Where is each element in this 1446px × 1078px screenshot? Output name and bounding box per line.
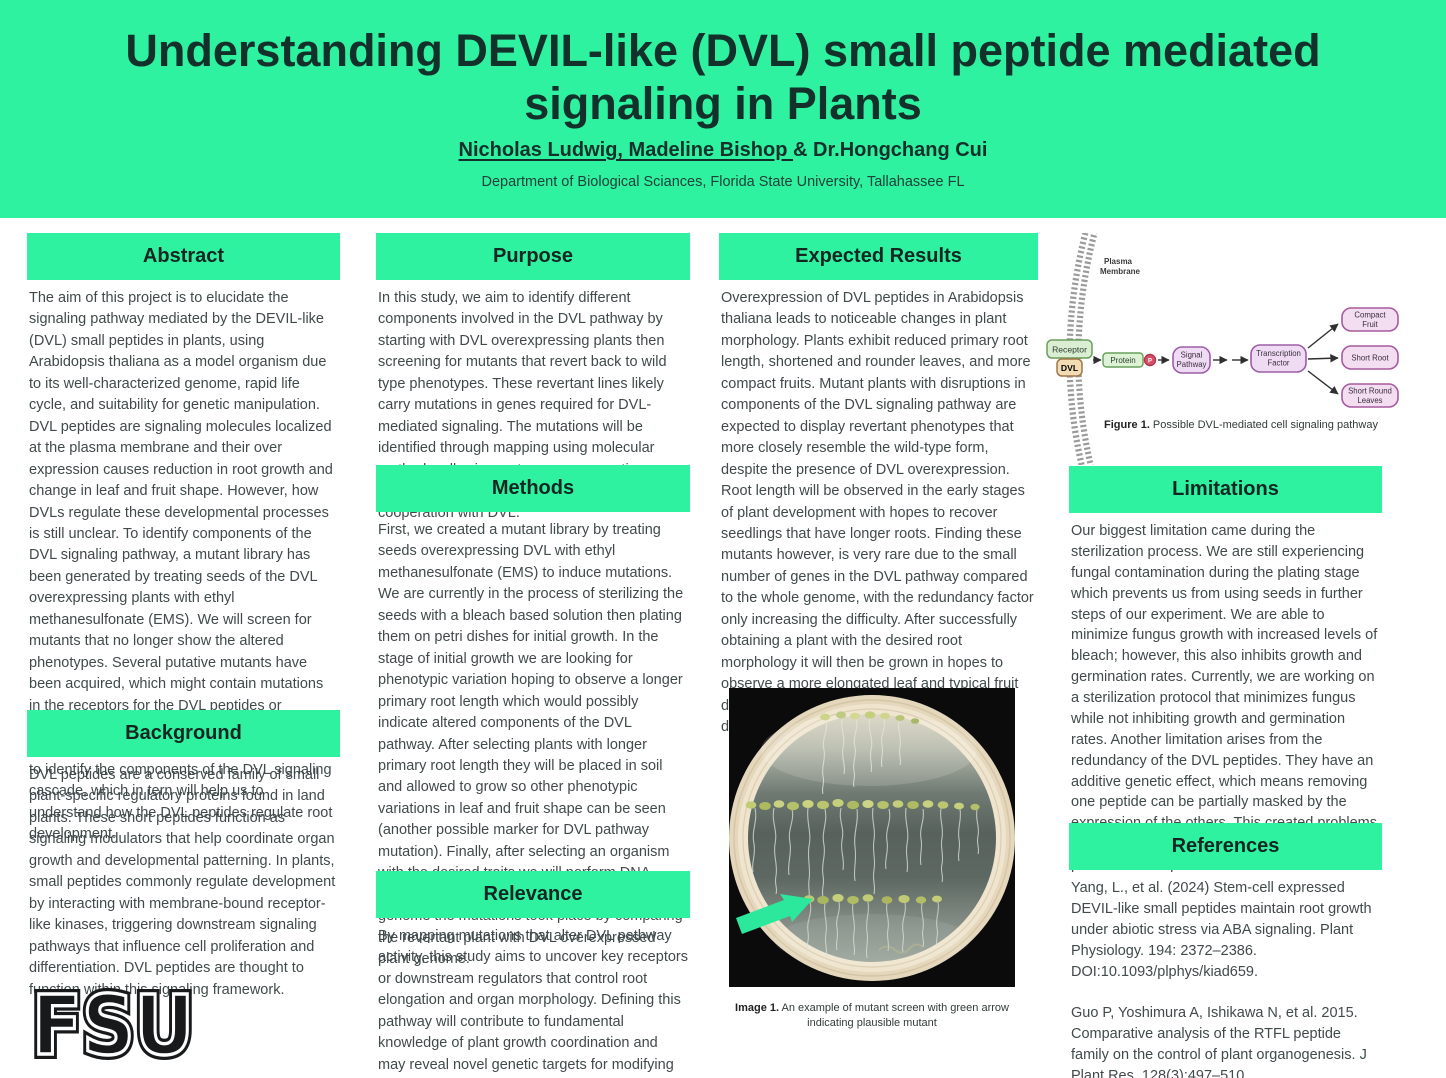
section-limitations: Limitations Our biggest limitation came … bbox=[1069, 466, 1382, 876]
svg-text:Short Root: Short Root bbox=[1351, 354, 1389, 363]
plasma-membrane-label: Plasma bbox=[1104, 257, 1133, 266]
figure1-diagram: Plasma Membrane Receptor DVL Protein P S… bbox=[1046, 223, 1399, 475]
svg-text:Signal: Signal bbox=[1181, 351, 1203, 360]
mutant-arrow bbox=[736, 894, 813, 934]
seedling-roots-middle bbox=[752, 807, 980, 899]
svg-text:FSU: FSU bbox=[32, 986, 194, 1066]
dvl-node bbox=[1056, 358, 1083, 377]
signal-pathway-node bbox=[1172, 346, 1211, 374]
section-background: Background DVL peptides are a conserved … bbox=[27, 710, 340, 1001]
background-header: Background bbox=[27, 710, 340, 757]
page-title: Understanding DEVIL-like (DVL) small pep… bbox=[125, 25, 1321, 130]
arrow-tf-short-root bbox=[1307, 354, 1339, 363]
seedling-row-middle bbox=[745, 799, 980, 811]
compact-fruit-node bbox=[1341, 307, 1399, 332]
abstract-header: Abstract bbox=[27, 233, 340, 280]
section-expected-results: Expected Results Overexpression of DVL p… bbox=[719, 233, 1038, 739]
relevance-header: Relevance bbox=[376, 871, 690, 918]
petri-dish-photo bbox=[729, 688, 1015, 987]
relevance-body: By mapping mutations that alter DVL path… bbox=[378, 928, 688, 1073]
purpose-header: Purpose bbox=[376, 233, 690, 280]
methods-header: Methods bbox=[376, 465, 690, 512]
header-band: Understanding DEVIL-like (DVL) small pep… bbox=[0, 0, 1446, 218]
phosphate-badge bbox=[1143, 353, 1157, 367]
svg-text:DVL: DVL bbox=[1061, 363, 1078, 373]
authors-underlined: Nicholas Ludwig, Madeline Bishop bbox=[458, 139, 794, 161]
figure1-block: Plasma Membrane Receptor DVL Protein P S… bbox=[1046, 223, 1446, 475]
expected-results-header: Expected Results bbox=[719, 233, 1038, 280]
fsu-logo-graphic: FSU FSU bbox=[27, 974, 199, 1078]
svg-text:Membrane: Membrane bbox=[1100, 267, 1141, 276]
svg-text:P: P bbox=[1148, 359, 1152, 365]
svg-text:Factor: Factor bbox=[1267, 359, 1289, 368]
arrow-tf-compact-fruit bbox=[1307, 323, 1339, 349]
svg-text:Short Round: Short Round bbox=[1348, 387, 1392, 396]
receptor-node bbox=[1046, 339, 1093, 359]
image1-block: Image 1. An example of mutant screen wit… bbox=[729, 688, 1015, 1031]
reference-item: Guo P, Yoshimura A, Ishikawa N, et al. 2… bbox=[1071, 1005, 1367, 1078]
short-round-leaves-node bbox=[1341, 383, 1399, 408]
affiliation: Department of Biological Sciances, Flori… bbox=[481, 174, 965, 190]
seedling-row-top bbox=[820, 711, 920, 724]
limitations-body: Our biggest limitation came during the s… bbox=[1071, 523, 1378, 873]
svg-text:Fruit: Fruit bbox=[1362, 320, 1378, 329]
figure1-caption: Figure 1. Possible DVL-mediated cell sig… bbox=[1104, 419, 1378, 431]
fsu-logo: FSU FSU bbox=[27, 974, 202, 1078]
seedling-row-bottom bbox=[803, 894, 942, 904]
authors-rest: & Dr.Hongchang Cui bbox=[793, 139, 988, 161]
transcription-factor-node bbox=[1250, 344, 1307, 373]
short-root-node bbox=[1341, 345, 1399, 370]
protein-node bbox=[1102, 352, 1144, 368]
expected-results-body: Overexpression of DVL peptides in Arabid… bbox=[721, 290, 1034, 735]
image1-caption: Image 1. An example of mutant screen wit… bbox=[735, 1002, 1009, 1029]
dish-handwriting bbox=[878, 943, 924, 954]
seedling-roots-top bbox=[821, 717, 902, 795]
section-references: References Yang, L., et al. (2024) Stem-… bbox=[1069, 823, 1382, 1078]
limitations-header: Limitations bbox=[1069, 466, 1382, 513]
reference-item: Yang, L., et al. (2024) Stem-cell expres… bbox=[1071, 880, 1372, 980]
seedling-roots-bottom bbox=[806, 901, 939, 959]
svg-text:Pathway: Pathway bbox=[1177, 360, 1207, 369]
svg-text:Compact: Compact bbox=[1354, 311, 1386, 320]
background-body: DVL peptides are a conserved family of s… bbox=[29, 767, 336, 998]
svg-text:Leaves: Leaves bbox=[1357, 396, 1382, 405]
svg-text:Protein: Protein bbox=[1110, 356, 1135, 365]
svg-text:FSU: FSU bbox=[32, 986, 194, 1066]
section-relevance: Relevance By mapping mutations that alte… bbox=[376, 871, 690, 1078]
arrow-tf-short-round-leaves bbox=[1307, 370, 1339, 395]
authors-line: Nicholas Ludwig, Madeline Bishop & Dr.Ho… bbox=[0, 139, 1446, 162]
svg-text:Receptor: Receptor bbox=[1052, 345, 1087, 355]
references-header: References bbox=[1069, 823, 1382, 870]
svg-text:Transcription: Transcription bbox=[1256, 349, 1301, 358]
